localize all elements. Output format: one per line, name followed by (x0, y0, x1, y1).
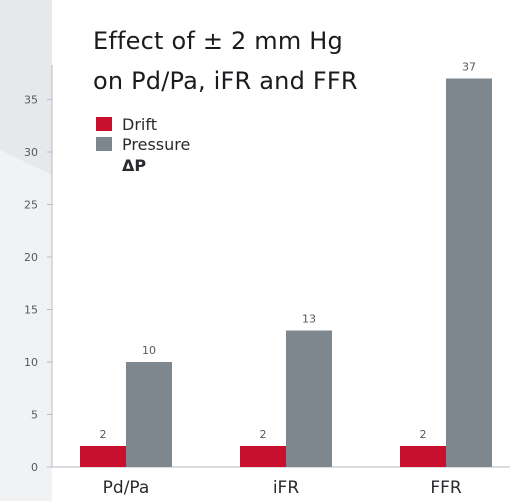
chart-title-line-1: Effect of ± 2 mm Hg (93, 27, 343, 55)
bars (80, 78, 492, 467)
bar-pressure-ifr (286, 330, 332, 467)
legend-label-drift: Drift (122, 114, 157, 134)
legend-swatch-pressure (96, 137, 112, 151)
data-label: 37 (462, 61, 476, 74)
legend-item-pressure: Pressure (96, 134, 190, 154)
y-tick-label: 20 (24, 251, 38, 264)
data-labels: 2 10 Pd/Pa 2 13 iFR 2 37 FFR (100, 61, 477, 499)
data-label: 2 (100, 428, 107, 441)
y-tick-label: 25 (24, 199, 38, 212)
x-tick-label: iFR (273, 478, 300, 498)
legend-label-pressure: Pressure (122, 134, 191, 154)
data-label: 13 (302, 313, 316, 326)
y-tick-label: 30 (24, 146, 38, 159)
bar-drift-pdpa (80, 446, 126, 467)
axes: 0 5 10 15 20 25 30 35 (24, 65, 510, 474)
legend-item-drift: Drift (96, 114, 190, 134)
y-tick-label: 15 (24, 304, 38, 317)
data-label: 10 (142, 344, 156, 357)
y-tick-label: 10 (24, 356, 38, 369)
data-label: 2 (260, 428, 267, 441)
data-label: 2 (420, 428, 427, 441)
bar-pressure-ffr (446, 78, 492, 467)
legend: Drift Pressure ΔP (96, 114, 190, 175)
y-tick-label: 5 (31, 409, 38, 422)
chart-title-line-2: on Pd/Pa, iFR and FFR (93, 67, 358, 95)
background-shape (0, 150, 52, 501)
x-tick-label: Pd/Pa (103, 478, 150, 498)
y-tick-label: 35 (24, 94, 38, 107)
bar-pressure-pdpa (126, 362, 172, 467)
x-tick-label: FFR (430, 478, 462, 498)
legend-swatch-drift (96, 117, 112, 131)
bar-drift-ifr (240, 446, 286, 467)
bar-drift-ffr (400, 446, 446, 467)
legend-note-delta-p: ΔP (122, 156, 147, 175)
y-tick-label: 0 (31, 461, 38, 474)
